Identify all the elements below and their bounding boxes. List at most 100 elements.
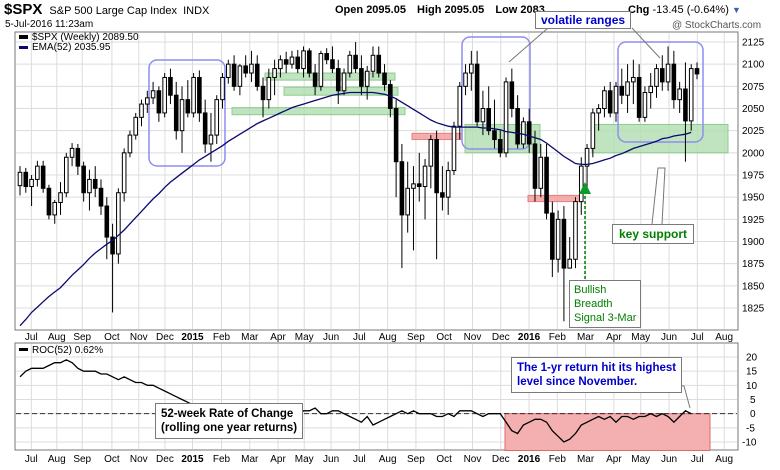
candle-up: [341, 72, 347, 92]
roc-x-label: Sep: [407, 454, 425, 465]
volatile-pointer-left: [508, 27, 549, 63]
candle-up: [278, 59, 283, 70]
roc-note-line-1: The 1-yr return hit its highest: [517, 362, 677, 374]
roc-tick-label: 20: [746, 353, 758, 364]
green-zone-4: [591, 123, 729, 154]
roc-legend-swatch: [19, 348, 28, 351]
price-tick-label: 2025: [742, 126, 765, 137]
roc-description: 52-week Rate of Change (rolling one year…: [155, 403, 304, 439]
candle-down: [202, 112, 208, 145]
candle-up: [301, 50, 306, 70]
price-x-label: Nov: [130, 332, 148, 343]
roc-x-label: Jul: [353, 454, 366, 465]
volatile-box-0: [148, 59, 226, 167]
key-support-text: key support: [619, 227, 688, 241]
candle-up: [127, 134, 133, 154]
candle-up: [665, 63, 671, 83]
ema-series-line: [19, 91, 692, 327]
price-x-label: May: [631, 332, 650, 343]
price-tick-label: 1925: [742, 215, 765, 226]
candle-up: [121, 152, 127, 194]
header-row: $SPX S&P 500 Large Cap Index INDX: [4, 1, 210, 18]
open-label: Open: [335, 4, 364, 16]
price-x-label: Jun: [661, 332, 677, 343]
candle-up: [145, 97, 150, 105]
candle-up: [521, 121, 526, 145]
candle-up: [150, 90, 156, 99]
roc-x-label: Jun: [661, 454, 677, 465]
roc-x-label: 2015: [181, 454, 204, 465]
candle-up: [52, 201, 58, 216]
candle-up: [266, 76, 272, 101]
candle-up: [237, 65, 243, 87]
roc-tick-label: -10: [742, 438, 757, 449]
roc-x-label: Nov: [130, 454, 148, 465]
price-x-label: Aug: [379, 332, 397, 343]
candle-down: [550, 212, 555, 260]
price-x-label: Jun: [323, 332, 339, 343]
candle-up: [688, 68, 694, 122]
roc-x-label: Aug: [715, 454, 733, 465]
change-summary: Chg -13.45 (-0.64%) ▼: [628, 4, 741, 16]
volatile-pointer-right: [631, 27, 661, 59]
candle-down: [46, 187, 52, 216]
price-tick-label: 1875: [742, 259, 765, 270]
candle-down: [526, 121, 532, 145]
roc-x-label: Apr: [606, 454, 622, 465]
exchange-label: INDX: [183, 5, 210, 17]
candle-up: [191, 76, 196, 114]
price-x-label: Aug: [715, 332, 733, 343]
high-value: 2095.05: [444, 4, 485, 16]
roc-x-label: May: [295, 454, 314, 465]
roc-x-label: Jun: [323, 454, 339, 465]
candle-down: [104, 205, 110, 238]
candle-up: [584, 147, 590, 167]
roc-x-label: 2016: [518, 454, 541, 465]
roc-tick-label: 0: [750, 409, 756, 420]
candle-down: [260, 85, 266, 101]
price-tick-label: 1850: [742, 281, 765, 292]
chg-label: Chg: [628, 4, 650, 16]
price-x-label: Nov: [464, 332, 482, 343]
candle-down: [353, 54, 358, 70]
candle-down: [619, 85, 625, 96]
candle-up: [642, 92, 648, 118]
date-label: 5-Jul-2016 11:23am: [5, 19, 94, 30]
watermark: @ StockCharts.com: [672, 20, 762, 31]
price-x-label: Sep: [407, 332, 425, 343]
price-x-label: Dec: [492, 332, 510, 343]
candle-up: [654, 68, 659, 87]
candle-down: [92, 178, 98, 189]
candle-up: [318, 53, 324, 87]
candle-down: [168, 76, 173, 96]
price-tick-label: 1825: [742, 304, 765, 315]
low-label: Low: [495, 4, 518, 16]
candle-up: [648, 85, 654, 94]
green-zone-0: [264, 72, 396, 81]
candle-down: [382, 72, 387, 86]
price-x-label: Apr: [270, 332, 286, 343]
roc-x-label: Nov: [464, 454, 482, 465]
candle-down: [156, 90, 162, 114]
candle-up: [179, 99, 185, 132]
roc-highest-note: The 1-yr return hit its highest level si…: [511, 357, 683, 393]
chevron-down-icon[interactable]: ▼: [731, 5, 741, 15]
candle-up: [625, 81, 630, 96]
candle-up: [289, 56, 295, 65]
roc-x-label: Aug: [48, 454, 66, 465]
price-x-label: Oct: [436, 332, 452, 343]
candle-down: [295, 56, 301, 70]
candle-down: [474, 63, 480, 123]
roc-tick-label: -5: [746, 423, 755, 434]
candle-up: [411, 183, 416, 189]
candle-down: [75, 147, 81, 167]
candle-down: [81, 165, 86, 194]
candle-up: [422, 165, 428, 188]
candle-down: [393, 108, 399, 163]
candle-down: [335, 68, 341, 92]
candle-up: [347, 54, 353, 74]
roc-x-label: Sep: [73, 454, 91, 465]
candle-down: [683, 88, 688, 122]
roc-x-label: Aug: [379, 454, 397, 465]
